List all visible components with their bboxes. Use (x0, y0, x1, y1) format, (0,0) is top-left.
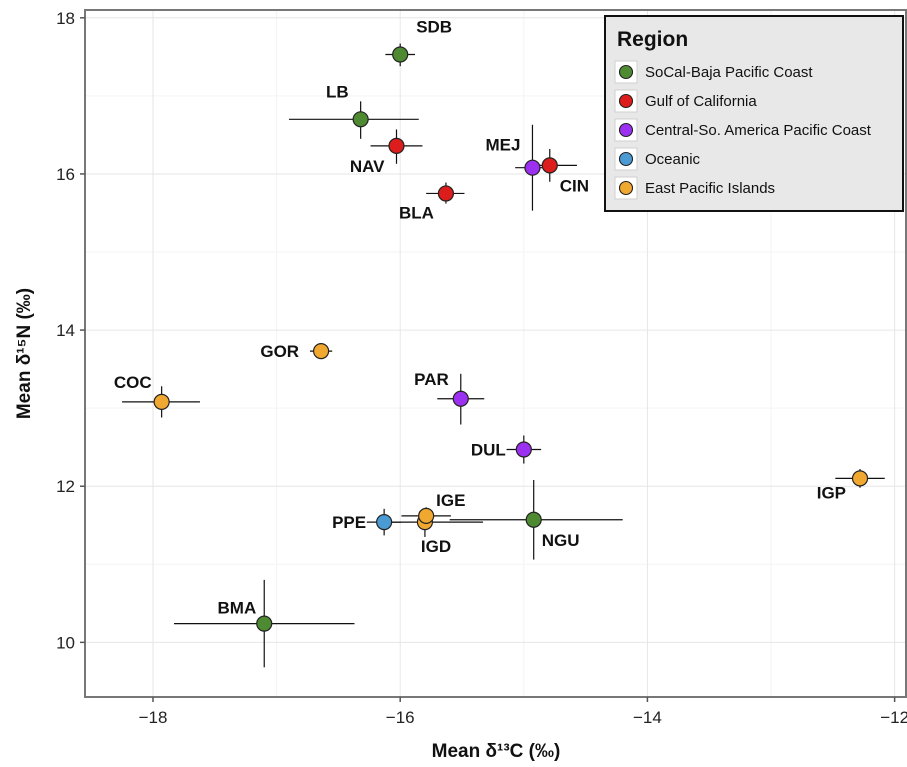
legend-label-2: Central-So. America Pacific Coast (645, 122, 872, 139)
plot-frame (84, 9, 907, 698)
point-label-ppe: PPE (332, 513, 366, 532)
point-coc (153, 393, 170, 411)
point-label-coc: COC (114, 373, 152, 392)
legend-swatch-4 (618, 180, 634, 196)
x-axis-title: Mean δ¹³C (‰) (432, 741, 561, 762)
point-bma (256, 615, 273, 632)
y-tick-label: 12 (56, 477, 75, 496)
legend-label-3: Oceanic (645, 151, 701, 168)
legend-label-4: East Pacific Islands (645, 180, 775, 197)
point-gor (312, 343, 330, 360)
legend-swatch-1 (618, 93, 634, 109)
x-tick-label: −14 (633, 708, 662, 727)
point-sdb (392, 46, 409, 63)
point-label-gor: GOR (260, 342, 299, 361)
point-label-igd: IGD (421, 537, 451, 556)
y-tick-label: 10 (56, 633, 75, 652)
point-label-lb: LB (326, 82, 349, 101)
y-axis-title: Mean δ¹⁵N (‰) (14, 288, 35, 419)
x-tick-label: −16 (386, 708, 415, 727)
y-tick-label: 14 (56, 321, 75, 340)
legend-label-0: SoCal-Baja Pacific Coast (645, 64, 813, 81)
legend-box (604, 15, 904, 212)
legend-swatch-0 (618, 64, 634, 80)
point-ngu (525, 511, 542, 528)
point-ppe (376, 514, 393, 531)
point-label-dul: DUL (471, 441, 506, 460)
axes: −18 −16 −14 −12 10 12 14 16 18 Mean δ¹³C (‰) Mean … (14, 9, 907, 762)
point-bla (437, 185, 455, 202)
point-igp (851, 470, 869, 487)
legend-label-1: Gulf of California (645, 93, 757, 110)
point-par (452, 390, 469, 407)
point-label-ngu: NGU (542, 531, 580, 550)
x-tick-label: −18 (139, 708, 168, 727)
data-points: SDB LB NAV BLA MEJ CIN GOR COC PAR DUL IGP PPE IGD IG… (114, 17, 885, 668)
point-label-igp: IGP (817, 483, 846, 502)
point-label-ige: IGE (436, 491, 465, 510)
legend: Region SoCal-Baja Pacific Coast Gulf of Ca… (604, 15, 904, 212)
point-mej (524, 159, 541, 176)
point-nav (388, 137, 405, 154)
y-tick-label: 16 (56, 165, 75, 184)
point-label-bma: BMA (218, 599, 257, 618)
point-label-par: PAR (414, 370, 449, 389)
point-ige (418, 507, 435, 524)
point-label-nav: NAV (350, 157, 385, 176)
x-tick-label: −12 (880, 708, 907, 727)
point-lb (352, 111, 369, 128)
y-tick-label: 18 (56, 9, 75, 28)
point-label-mej: MEJ (485, 136, 520, 155)
point-label-bla: BLA (399, 203, 434, 222)
point-label-cin: CIN (560, 176, 589, 195)
legend-swatch-2 (618, 122, 634, 138)
point-cin (541, 157, 558, 174)
point-label-sdb: SDB (416, 17, 452, 36)
point-dul (515, 441, 532, 458)
legend-title: Region (617, 28, 688, 51)
legend-swatch-3 (618, 151, 634, 167)
